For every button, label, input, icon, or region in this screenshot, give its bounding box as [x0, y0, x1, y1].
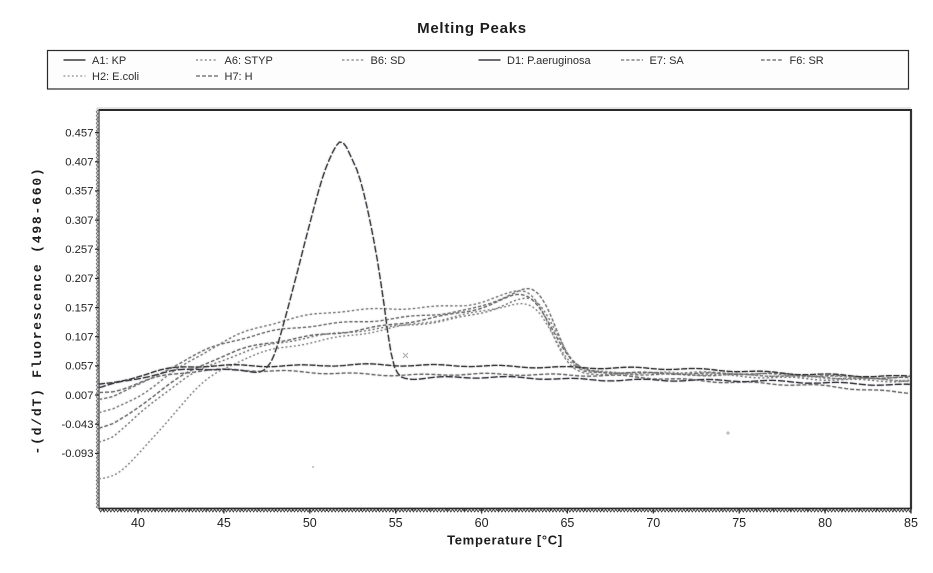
svg-text:0.407: 0.407: [65, 157, 93, 169]
svg-text:0.007: 0.007: [65, 390, 93, 402]
svg-text:45: 45: [217, 516, 231, 530]
svg-text:H7: H: H7: H: [225, 71, 253, 83]
svg-text:B6: SD: B6: SD: [371, 55, 406, 67]
svg-text:A6: STYP: A6: STYP: [225, 55, 273, 67]
svg-text:0.107: 0.107: [65, 332, 93, 344]
svg-text:0.307: 0.307: [65, 215, 93, 227]
svg-text:55: 55: [389, 516, 403, 530]
svg-text:-(d/dT) Fluorescence (498-660): -(d/dT) Fluorescence (498-660): [30, 166, 45, 454]
svg-text:A1: KP: A1: KP: [92, 55, 126, 67]
svg-text:75: 75: [732, 516, 746, 530]
svg-text:-0.093: -0.093: [61, 448, 93, 460]
svg-text:60: 60: [475, 516, 489, 530]
svg-text:0.357: 0.357: [65, 186, 93, 198]
svg-text:50: 50: [303, 516, 317, 530]
svg-text:-0.043: -0.043: [61, 419, 93, 431]
svg-text:D1: P.aeruginosa: D1: P.aeruginosa: [507, 55, 591, 67]
svg-text:E7: SA: E7: SA: [650, 55, 685, 67]
svg-text:80: 80: [818, 516, 832, 530]
svg-text:Temperature [°C]: Temperature [°C]: [447, 533, 563, 548]
svg-text:65: 65: [560, 516, 574, 530]
svg-text:0.207: 0.207: [65, 273, 93, 285]
svg-text:0.057: 0.057: [65, 361, 93, 373]
svg-text:40: 40: [131, 516, 145, 530]
svg-text:0.257: 0.257: [65, 244, 93, 256]
svg-text:F6: SR: F6: SR: [790, 55, 824, 67]
svg-text:0.157: 0.157: [65, 302, 93, 314]
svg-text:85: 85: [904, 516, 918, 530]
svg-text:70: 70: [646, 516, 660, 530]
svg-text:0.457: 0.457: [65, 127, 93, 139]
svg-text:H2: E.coli: H2: E.coli: [92, 71, 139, 83]
svg-text:Melting Peaks: Melting Peaks: [417, 20, 527, 37]
